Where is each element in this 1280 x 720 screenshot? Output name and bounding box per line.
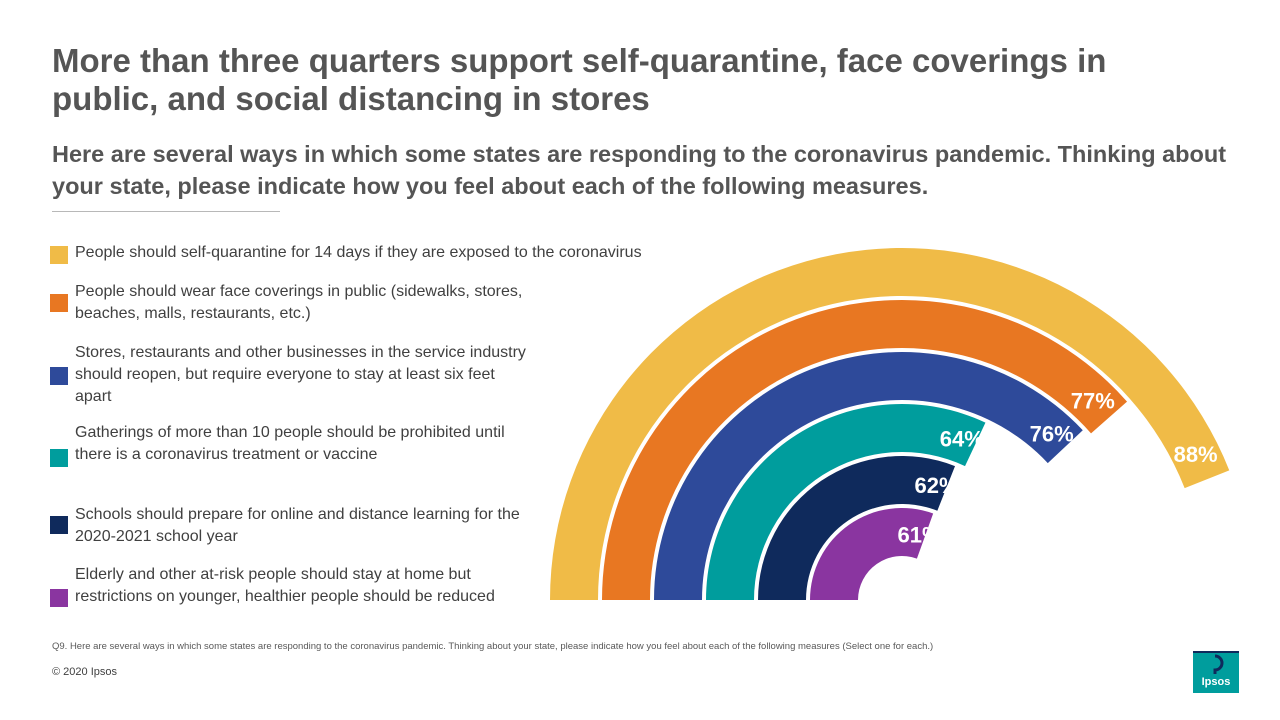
legend-label: Schools should prepare for online and di…: [75, 506, 520, 545]
arc-self-quarantine: [550, 247, 1230, 600]
legend-swatch: [50, 367, 68, 385]
value-label-elderly: 61%: [897, 522, 941, 547]
legend-label: Gatherings of more than 10 people should…: [75, 424, 505, 463]
logo-mark-icon: [1213, 654, 1224, 674]
page-title: More than three quarters support self-qu…: [52, 42, 1107, 117]
value-label-schools: 62%: [915, 473, 959, 498]
arc-face-coverings: [602, 299, 1128, 600]
legend-label: People should wear face coverings in pub…: [75, 283, 523, 322]
ipsos-logo: Ipsos: [1193, 651, 1239, 693]
arc-schools: [758, 456, 956, 600]
arc-businesses-reopen: [654, 352, 1083, 600]
arc-gatherings: [706, 403, 986, 600]
page-subtitle: Here are several ways in which some stat…: [52, 141, 1227, 199]
legend-swatch: [50, 516, 68, 534]
value-label-face-coverings: 77%: [1071, 389, 1115, 414]
legend-swatch: [50, 589, 68, 607]
value-label-gatherings: 64%: [940, 427, 984, 452]
legend-swatch: [50, 246, 68, 264]
legend-label: Elderly and other at-risk people should …: [75, 566, 495, 605]
copyright-text: © 2020 Ipsos: [52, 666, 117, 678]
legend-label: Stores, restaurants and other businesses…: [75, 344, 526, 405]
arc-elderly: [810, 508, 934, 600]
value-label-businesses-reopen: 76%: [1030, 421, 1074, 446]
question-footnote: Q9. Here are several ways in which some …: [52, 641, 934, 652]
value-label-self-quarantine: 88%: [1174, 442, 1218, 467]
legend-label: People should self-quarantine for 14 day…: [75, 244, 642, 261]
title-divider: [52, 211, 280, 212]
legend-swatch: [50, 294, 68, 312]
legend-swatch: [50, 449, 68, 467]
logo-text: Ipsos: [1201, 676, 1231, 688]
